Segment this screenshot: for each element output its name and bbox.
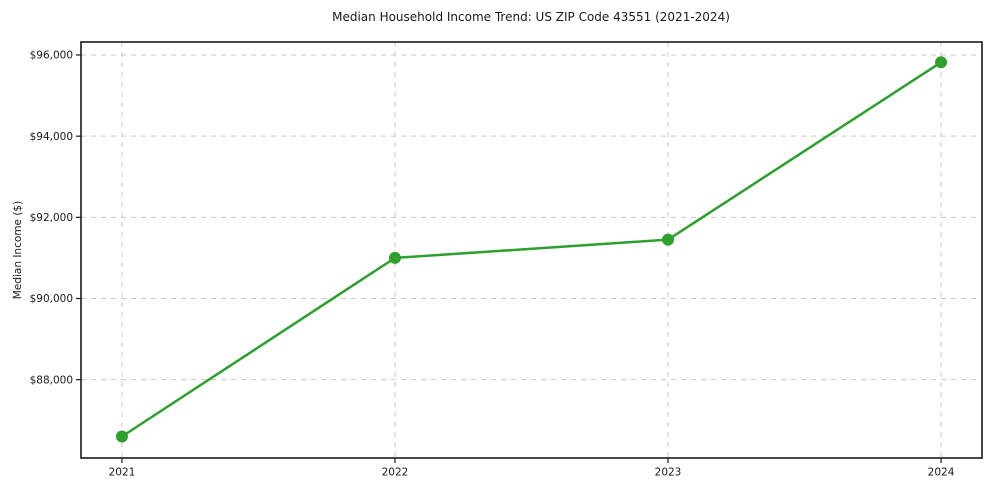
y-tick-label: $96,000 bbox=[30, 50, 73, 62]
tick-labels: 2021 2022 2023 2024 $88,000 $90,000 $92,000 $94… bbox=[30, 50, 955, 479]
plot-border bbox=[80, 41, 983, 459]
income-trend-line bbox=[120, 61, 943, 438]
line-series bbox=[115, 56, 948, 443]
x-tick-label: 2022 bbox=[382, 467, 409, 479]
y-axis-label: Median Income ($) bbox=[12, 201, 24, 299]
y-tick-label: $88,000 bbox=[30, 374, 73, 386]
y-tick-label: $94,000 bbox=[30, 131, 73, 143]
y-tick-label: $90,000 bbox=[30, 293, 73, 305]
data-point bbox=[115, 430, 128, 443]
y-tick-label: $92,000 bbox=[30, 212, 73, 224]
axes bbox=[76, 41, 983, 463]
x-tick-label: 2024 bbox=[928, 467, 955, 479]
x-tick-label: 2021 bbox=[109, 467, 136, 479]
data-point bbox=[935, 56, 948, 69]
data-point bbox=[388, 251, 401, 264]
gridlines bbox=[81, 42, 982, 458]
x-tick-label: 2023 bbox=[655, 467, 682, 479]
data-point bbox=[662, 233, 675, 246]
chart-title: Median Household Income Trend: US ZIP Co… bbox=[332, 10, 730, 24]
